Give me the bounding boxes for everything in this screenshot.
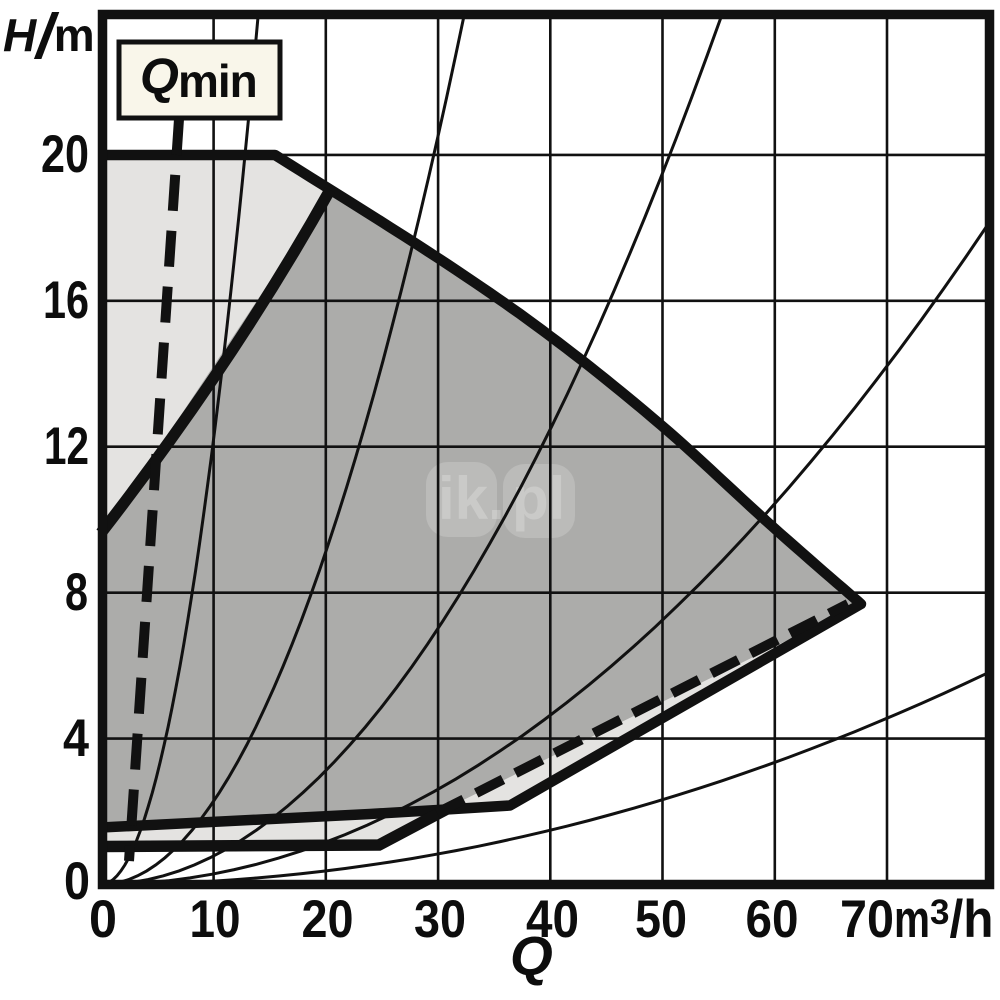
svg-text:30: 30 <box>414 890 466 949</box>
svg-text:4: 4 <box>63 709 89 768</box>
svg-text:50: 50 <box>635 890 687 949</box>
svg-text:70: 70 <box>840 890 894 949</box>
svg-text:8: 8 <box>65 563 88 622</box>
svg-text:Q: Q <box>140 48 179 104</box>
svg-text:ik.: ik. <box>438 465 505 532</box>
svg-text:20: 20 <box>302 890 354 949</box>
svg-text:60: 60 <box>746 890 799 949</box>
svg-text:16: 16 <box>43 271 89 330</box>
svg-text:20: 20 <box>41 125 89 184</box>
svg-text:pl: pl <box>512 465 565 532</box>
svg-text:12: 12 <box>44 417 89 476</box>
svg-text:min: min <box>178 55 257 107</box>
svg-text:m3/h: m3/h <box>894 890 993 949</box>
svg-text:0: 0 <box>89 890 117 949</box>
svg-text:H/m: H/m <box>3 2 95 72</box>
svg-text:10: 10 <box>190 890 241 949</box>
svg-text:0: 0 <box>64 852 90 911</box>
svg-text:Q: Q <box>510 925 553 987</box>
svg-text:40: 40 <box>526 890 579 949</box>
